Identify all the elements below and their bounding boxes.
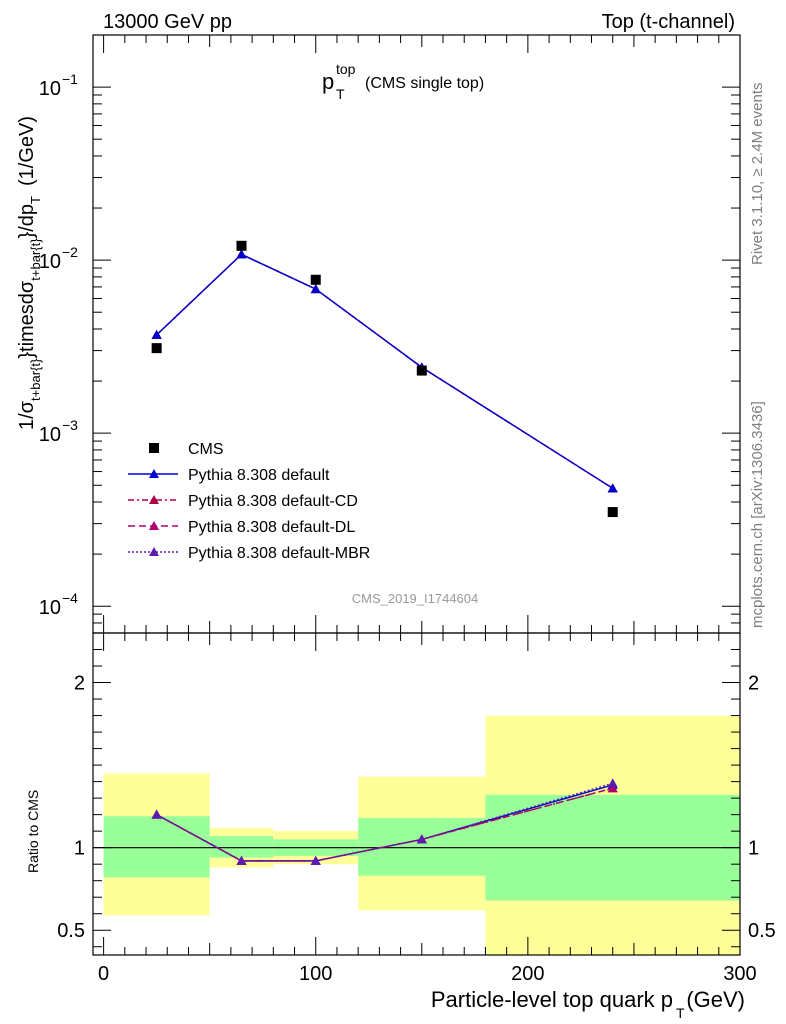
cms-data-point [310, 274, 321, 285]
top-y-tick-label: 10 [39, 251, 61, 273]
ratio-panel: 2 2 1 1 0.5 0.5 0 100 200 300 [57, 632, 776, 985]
cms-data-point [607, 507, 618, 518]
top-series-point [151, 329, 162, 339]
top-series-point [236, 249, 247, 259]
cms-data-point [151, 343, 162, 354]
top-y-tick-label-exp: −1 [62, 71, 78, 87]
legend-swatch-marker [149, 547, 159, 556]
rivet-label: Rivet 3.1.10, ≥ 2.4M events [749, 83, 766, 266]
plot-title-sup: top [336, 61, 356, 77]
top-series-point [607, 483, 618, 493]
legend-label: Pythia 8.308 default-DL [188, 519, 355, 536]
legend-entry-mbr: Pythia 8.308 default-MBR [128, 545, 370, 562]
ratio-y-tick-label: 1 [74, 838, 85, 860]
top-y-tick-label: 10 [39, 597, 61, 619]
header-right: Top (t-channel) [602, 11, 735, 33]
x-tick-label: 100 [299, 963, 332, 985]
xlabel-unit: (GeV) [686, 987, 745, 1012]
legend-label: Pythia 8.308 default [188, 467, 330, 484]
cms-data-point [416, 365, 427, 376]
ratio-point [310, 855, 321, 865]
legend-entry-default: Pythia 8.308 default [128, 467, 330, 484]
ratio-series-line [156, 782, 613, 862]
plot-title-main: p [322, 69, 334, 94]
ratio-y-tick-label: 0.5 [748, 920, 776, 942]
xlabel-main: Particle-level top quark p [431, 987, 673, 1012]
top-y-tick-label: 10 [39, 424, 61, 446]
top-y-tick-label: 10 [39, 78, 61, 100]
legend-swatch-marker [149, 495, 159, 504]
header-left: 13000 GeV pp [103, 11, 232, 33]
x-tick-label: 0 [98, 963, 109, 985]
ratio-point [151, 809, 162, 819]
top-series-line [156, 253, 614, 489]
legend-label: Pythia 8.308 default-MBR [188, 545, 370, 562]
ratio-band-inner [103, 816, 210, 878]
mcplots-label: mcplots.cern.ch [arXiv:1306.3436] [749, 401, 766, 628]
legend-swatch-marker [149, 469, 159, 478]
ratio-y-tick-label: 0.5 [57, 920, 85, 942]
xlabel-sub: T [676, 1005, 685, 1021]
legend-entry-cd: Pythia 8.308 default-CD [128, 493, 358, 510]
top-y-tick-label-exp: −2 [62, 244, 78, 260]
ratio-point [607, 783, 618, 793]
ratio-y-tick-label: 1 [748, 838, 759, 860]
top-panel: 10−110−210−310−4 [39, 34, 741, 634]
top-y-tick-label-exp: −4 [62, 590, 78, 606]
legend-label: CMS [188, 441, 224, 458]
ratio-y-tick-label: 2 [74, 673, 85, 695]
legend-entry-cms: CMS [149, 441, 224, 458]
top-series-point [310, 284, 321, 294]
top-frame [92, 34, 741, 634]
ratio-point [607, 778, 618, 788]
x-tick-label: 300 [723, 963, 756, 985]
x-tick-label: 200 [511, 963, 544, 985]
legend-entry-dl: Pythia 8.308 default-DL [128, 519, 355, 536]
cms-data-point [236, 240, 247, 251]
plot-title-sub: T [336, 86, 345, 102]
legend-swatch-marker [149, 521, 159, 530]
legend-label: Pythia 8.308 default-CD [188, 493, 358, 510]
top-series-line [156, 253, 614, 489]
ratio-y-tick-label: 2 [748, 673, 759, 695]
top-ylabel: 1/σt+bar{t}}timesdσt+bar{t}}/dpT(1/GeV) [16, 116, 43, 430]
analysis-watermark: CMS_2019_I1744604 [352, 591, 479, 606]
top-series-line [156, 253, 614, 489]
legend: CMS Pythia 8.308 default Pythia 8.308 defa… [128, 441, 370, 562]
ratio-point [236, 855, 247, 865]
ratio-point [416, 834, 427, 844]
ratio-ylabel: Ratio to CMS [25, 790, 41, 873]
legend-swatch-cms [149, 443, 159, 453]
top-y-tick-label-exp: −3 [62, 417, 78, 433]
plot-title-suffix: (CMS single top) [365, 75, 484, 92]
top-series-line [156, 253, 614, 489]
ratio-band-inner [209, 836, 274, 858]
